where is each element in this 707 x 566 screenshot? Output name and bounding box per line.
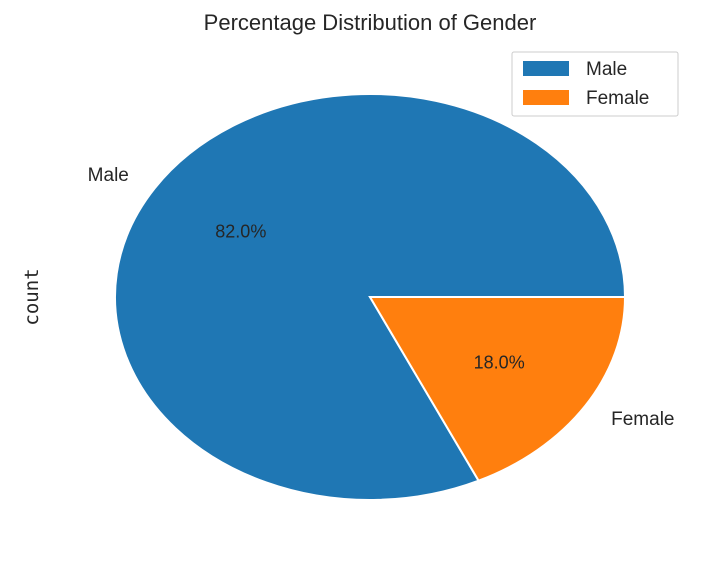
slice-label-male: Male <box>88 165 129 186</box>
legend-swatch-male <box>523 61 569 76</box>
chart-title: Percentage Distribution of Gender <box>204 10 537 35</box>
legend-label-male: Male <box>586 59 627 80</box>
legend: Male Female <box>511 51 679 117</box>
slice-percent-male: 82.0% <box>215 222 266 242</box>
legend-swatch-female <box>523 90 569 105</box>
legend-label-female: Female <box>586 88 649 109</box>
pie-slice-female <box>368 296 627 482</box>
pie-slices <box>114 93 627 501</box>
pie-labels: Male 82.0% Female 18.0% <box>88 165 675 430</box>
slice-percent-female: 18.0% <box>474 352 525 372</box>
slice-label-female: Female <box>611 409 674 430</box>
y-axis-label: count <box>21 268 43 325</box>
